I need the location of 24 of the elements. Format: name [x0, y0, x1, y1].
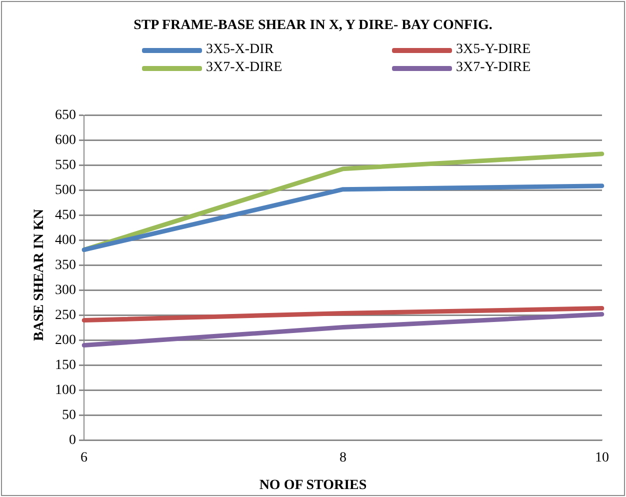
- y-tick-label: 450: [55, 208, 76, 224]
- legend-label: 3X5-Y-DIRE: [456, 42, 531, 58]
- y-tick-label: 600: [55, 133, 76, 148]
- y-tick-label: 650: [55, 108, 76, 124]
- chart-title: STP FRAME-BASE SHEAR IN X, Y DIRE- BAY CONFIG.: [132, 18, 494, 34]
- y-tick-label: 100: [55, 382, 76, 398]
- y-axis-title: BASE SHEAR IN KN: [32, 208, 48, 343]
- y-tick-label: 0: [69, 432, 76, 448]
- legend-label: 3X7-Y-DIRE: [456, 60, 531, 76]
- y-tick-label: 550: [55, 158, 76, 174]
- y-tick-label: 150: [55, 358, 76, 373]
- y-tick-label: 50: [62, 408, 76, 423]
- x-tick-label: 8: [340, 450, 346, 466]
- y-tick-label: 500: [55, 183, 76, 198]
- legend-label: 3X5-X-DIR: [206, 42, 274, 58]
- x-axis-title: NO OF STORIES: [258, 478, 368, 494]
- y-tick-label: 250: [55, 308, 76, 323]
- x-tick-label: 6: [80, 450, 88, 466]
- y-tick-label: 200: [55, 332, 76, 348]
- x-tick-label: 10: [595, 450, 609, 466]
- y-tick-label: 350: [55, 258, 76, 273]
- legend-label: 3X7-X-DIRE: [206, 60, 282, 76]
- y-tick-label: 300: [55, 282, 76, 298]
- y-tick-label: 400: [55, 232, 76, 248]
